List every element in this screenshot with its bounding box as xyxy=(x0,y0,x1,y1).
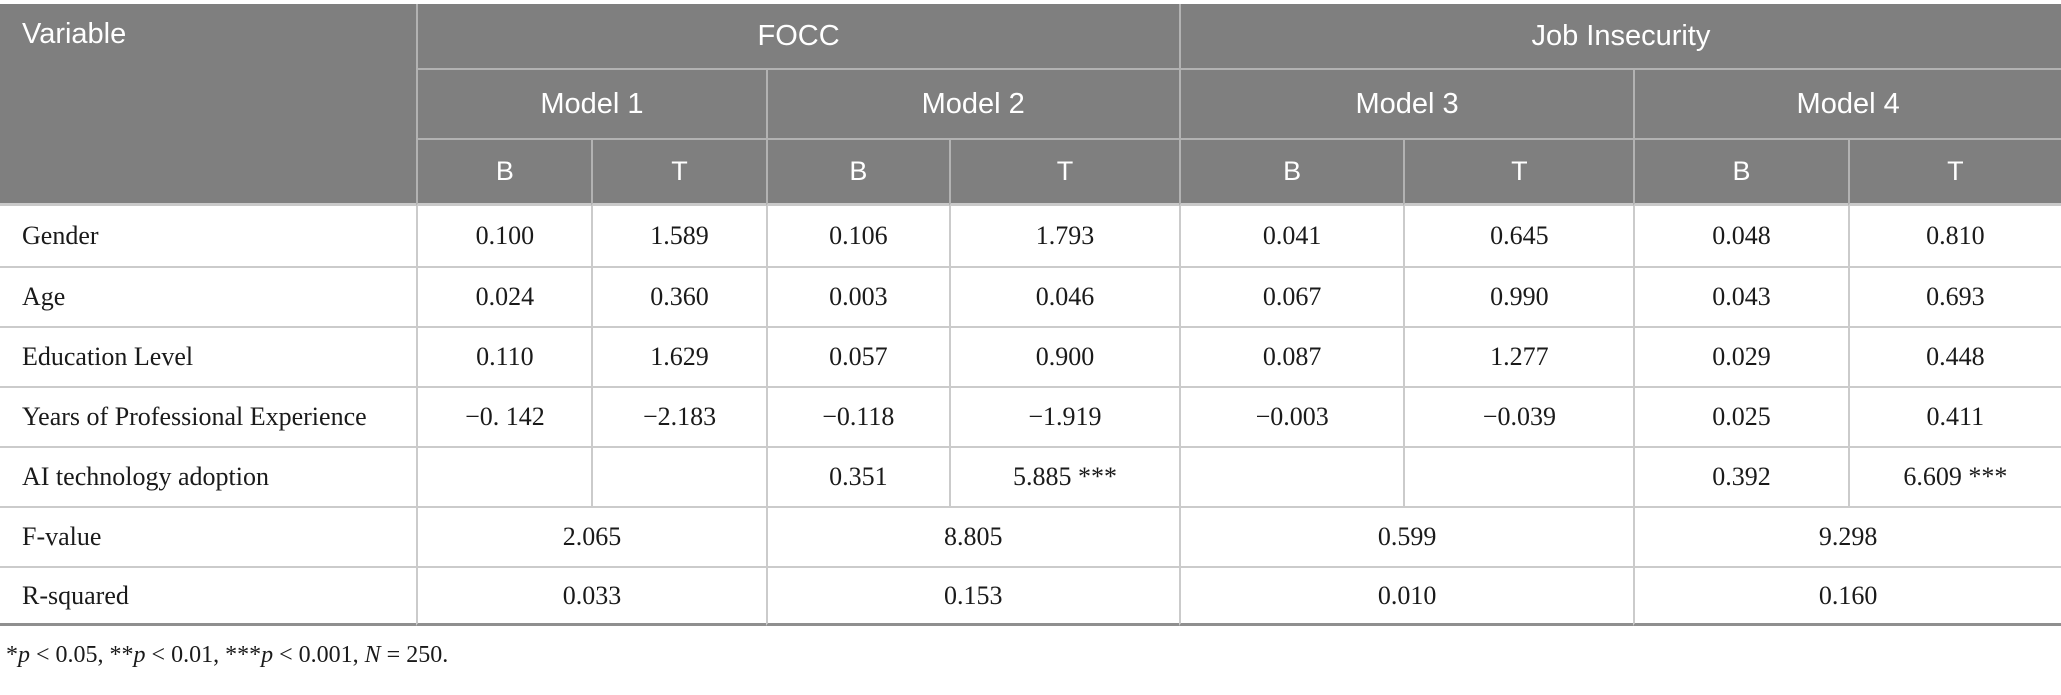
summary-cell: 0.010 xyxy=(1178,566,1634,626)
data-cell: 0.810 xyxy=(1847,206,2061,266)
column-header-b: B xyxy=(1178,138,1404,206)
row-label: Age xyxy=(0,266,417,326)
data-cell: 6.609 *** xyxy=(1847,446,2061,506)
column-group-job-insecurity: Job Insecurity xyxy=(1178,4,2061,68)
data-cell: 0.087 xyxy=(1178,326,1404,386)
data-cell: −2.183 xyxy=(591,386,766,446)
data-cell: 0.693 xyxy=(1847,266,2061,326)
data-cell: 1.277 xyxy=(1403,326,1634,386)
summary-cell: 0.599 xyxy=(1178,506,1634,566)
row-label: Years of Professional Experience xyxy=(0,386,417,446)
data-cell: 0.360 xyxy=(591,266,766,326)
data-cell: 0.043 xyxy=(1633,266,1848,326)
data-cell xyxy=(416,446,592,506)
data-cell: 0.900 xyxy=(949,326,1179,386)
summary-cell: 0.153 xyxy=(765,566,1179,626)
footnote-p-symbol: p xyxy=(133,642,146,668)
regression-results-table: Variable FOCC Job Insecurity Model 1 Mod… xyxy=(0,4,2061,626)
data-cell: −1.919 xyxy=(949,386,1179,446)
significance-footnote: *p < 0.05, **p < 0.01, ***p < 0.001, N =… xyxy=(6,642,2061,669)
data-cell: −0.118 xyxy=(765,386,950,446)
data-cell: 0.025 xyxy=(1633,386,1848,446)
column-header-model-2: Model 2 xyxy=(765,68,1179,138)
data-cell: 0.041 xyxy=(1178,206,1404,266)
column-header-t: T xyxy=(949,138,1179,206)
footnote-text: < 0.001, xyxy=(273,642,365,668)
data-cell: 0.003 xyxy=(765,266,950,326)
data-cell: 0.024 xyxy=(416,266,592,326)
data-cell: −0. 142 xyxy=(416,386,592,446)
table-row-gender: Gender 0.100 1.589 0.106 1.793 0.041 0.6… xyxy=(0,206,2061,266)
data-cell: 0.046 xyxy=(949,266,1179,326)
table-row-age: Age 0.024 0.360 0.003 0.046 0.067 0.990 … xyxy=(0,266,2061,326)
summary-cell: 0.033 xyxy=(416,566,766,626)
footnote-text: * xyxy=(6,642,18,668)
table-row-f-value: F-value 2.065 8.805 0.599 9.298 xyxy=(0,506,2061,566)
data-cell: −0.003 xyxy=(1178,386,1404,446)
column-group-focc: FOCC xyxy=(416,4,1179,68)
data-cell: 1.589 xyxy=(591,206,766,266)
data-cell xyxy=(1178,446,1404,506)
data-cell: 0.990 xyxy=(1403,266,1634,326)
row-label: Education Level xyxy=(0,326,417,386)
footnote-n-symbol: N xyxy=(364,642,381,668)
data-cell: 1.629 xyxy=(591,326,766,386)
data-cell: 0.351 xyxy=(765,446,950,506)
footnote-p-symbol: p xyxy=(18,642,30,668)
data-cell: 0.392 xyxy=(1633,446,1848,506)
column-header-model-3: Model 3 xyxy=(1178,68,1634,138)
data-cell xyxy=(1403,446,1634,506)
table-row-r-squared: R-squared 0.033 0.153 0.010 0.160 xyxy=(0,566,2061,626)
table-row-ai-adoption: AI technology adoption 0.351 5.885 *** 0… xyxy=(0,446,2061,506)
data-cell: 0.057 xyxy=(765,326,950,386)
data-cell: 0.645 xyxy=(1403,206,1634,266)
regression-table-figure: Variable FOCC Job Insecurity Model 1 Mod… xyxy=(0,4,2061,669)
summary-cell: 2.065 xyxy=(416,506,766,566)
data-cell: 5.885 *** xyxy=(949,446,1179,506)
data-cell: 0.048 xyxy=(1633,206,1848,266)
data-cell: 0.100 xyxy=(416,206,592,266)
column-header-b: B xyxy=(765,138,950,206)
column-header-t: T xyxy=(591,138,766,206)
data-cell xyxy=(591,446,766,506)
data-cell: −0.039 xyxy=(1403,386,1634,446)
footnote-text: < 0.01, *** xyxy=(145,642,262,668)
table-row-education-level: Education Level 0.110 1.629 0.057 0.900 … xyxy=(0,326,2061,386)
summary-cell: 0.160 xyxy=(1633,566,2061,626)
table-row-years-experience: Years of Professional Experience −0. 142… xyxy=(0,386,2061,446)
column-header-model-1: Model 1 xyxy=(416,68,766,138)
data-cell: 0.029 xyxy=(1633,326,1848,386)
footnote-text: < 0.05, ** xyxy=(30,642,134,668)
data-cell: 1.793 xyxy=(949,206,1179,266)
footnote-text: = 250. xyxy=(380,642,449,668)
row-label: Gender xyxy=(0,206,417,266)
row-label: F-value xyxy=(0,506,417,566)
column-header-t: T xyxy=(1403,138,1634,206)
row-label: R-squared xyxy=(0,566,417,626)
summary-cell: 8.805 xyxy=(765,506,1179,566)
column-header-model-4: Model 4 xyxy=(1633,68,2061,138)
data-cell: 0.106 xyxy=(765,206,950,266)
column-header-t: T xyxy=(1847,138,2061,206)
row-label: AI technology adoption xyxy=(0,446,417,506)
summary-cell: 9.298 xyxy=(1633,506,2061,566)
data-cell: 0.067 xyxy=(1178,266,1404,326)
data-cell: 0.411 xyxy=(1847,386,2061,446)
data-cell: 0.448 xyxy=(1847,326,2061,386)
data-cell: 0.110 xyxy=(416,326,592,386)
column-header-b: B xyxy=(416,138,592,206)
column-header-variable: Variable xyxy=(0,4,417,206)
footnote-p-symbol: p xyxy=(261,642,274,668)
column-header-b: B xyxy=(1633,138,1848,206)
